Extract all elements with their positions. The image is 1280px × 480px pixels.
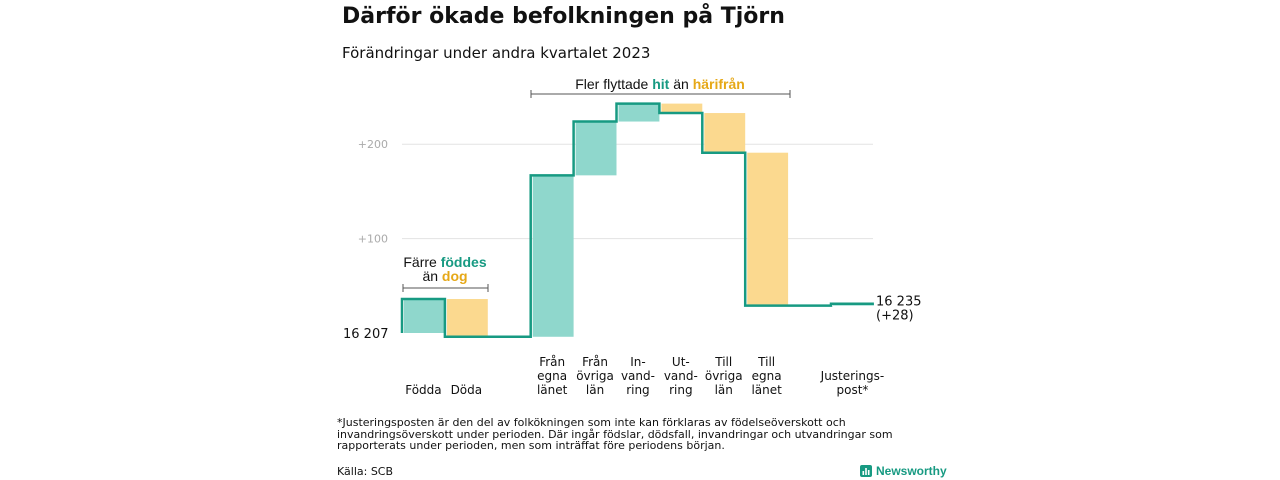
category-label: övriga [576,369,614,383]
waterfall-bar [661,103,703,114]
category-label: ring [626,383,650,397]
brand-name: Newsworthy [876,464,947,478]
end-value-label: 16 235 [876,295,922,310]
annotation-text: än [669,76,692,92]
migration-annotation: Fler flyttade hit än härifrån [575,76,745,92]
waterfall-bar [404,299,445,333]
category-label: ring [669,383,693,397]
waterfall-bar [575,121,617,176]
start-value-label: 16 207 [343,327,389,342]
annotation-highlight-harifran: härifrån [693,76,745,92]
footnote: *Justeringsposten är den del av folkökni… [337,416,893,452]
category-label: Från [539,355,565,369]
category-label: Döda [451,383,483,397]
annotation-highlight-foddes: föddes [441,254,487,270]
category-label: län [715,383,733,397]
category-label: Från [582,355,608,369]
annotation-highlight-dog: dog [442,268,468,284]
category-label: Justerings- [820,369,885,383]
y-tick-label: +100 [358,233,388,246]
chart-title: Därför ökade befolkningen på Tjörn [342,4,785,29]
annotation-text: Färre [403,254,440,270]
category-label: vand- [664,369,698,383]
category-label: Till [714,355,732,369]
category-label: Födda [405,383,441,397]
y-tick-label: +200 [358,138,388,151]
category-label: Till [757,355,775,369]
waterfall-bar [618,103,660,122]
annotation-highlight-hit: hit [652,76,669,92]
category-label: Ut- [672,355,690,369]
waterfall-bar [747,152,789,306]
category-label: post* [836,383,868,397]
category-label: län [586,383,604,397]
waterfall-bar [704,113,746,153]
chart-subtitle: Förändringar under andra kvartalet 2023 [342,44,651,62]
category-label: egna [537,369,567,383]
brand-logo[interactable]: Newsworthy [860,464,947,478]
category-label: länet [537,383,568,397]
category-label: egna [752,369,782,383]
category-label: övriga [705,369,743,383]
annotation-text: än [422,268,441,284]
waterfall-bar [532,175,574,337]
category-label: In- [630,355,645,369]
waterfall-step-line [400,102,874,339]
end-change-label: (+28) [876,309,914,324]
annotation-text: Fler flyttade [575,76,652,92]
source-label: Källa: SCB [337,465,394,478]
category-label: vand- [621,369,655,383]
waterfall-bar [446,299,488,337]
births-annotation-line2: än dog [422,268,467,284]
newsworthy-icon [860,465,872,477]
births-annotation-line1: Färre föddes [403,254,486,270]
category-label: länet [751,383,782,397]
